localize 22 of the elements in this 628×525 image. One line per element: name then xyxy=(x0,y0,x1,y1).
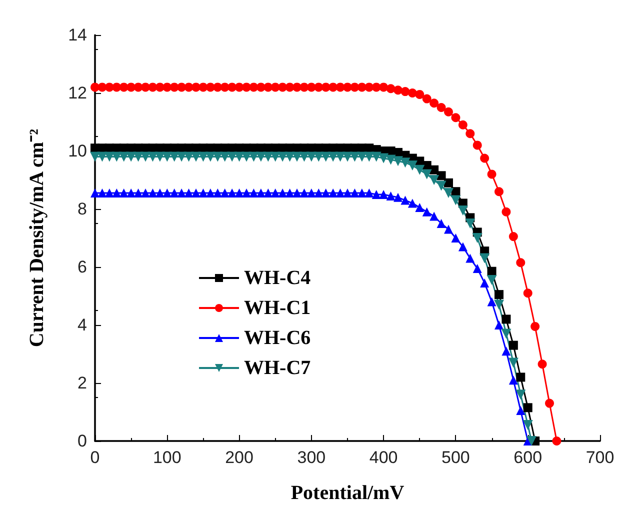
legend-label: WH-C7 xyxy=(244,357,311,379)
y-tick-label: 8 xyxy=(78,200,87,218)
legend-label: WH-C1 xyxy=(244,297,311,319)
x-tick-label: 600 xyxy=(514,448,542,467)
legend-label: WH-C6 xyxy=(244,327,311,349)
x-tick-label: 0 xyxy=(90,448,100,467)
y-tick-label: 14 xyxy=(68,26,87,44)
legend-label: WH-C4 xyxy=(244,267,311,289)
y-axis-title: Current Density/mA cm⁻² xyxy=(26,128,48,348)
x-axis-title: Potential/mV xyxy=(290,482,405,504)
y-tick-label: 10 xyxy=(68,142,87,160)
x-tick-label: 400 xyxy=(369,448,398,467)
x-tick-label: 200 xyxy=(225,448,254,467)
y-tick-label: 0 xyxy=(78,432,87,450)
x-tick-label: 500 xyxy=(442,448,470,467)
y-tick-label: 6 xyxy=(78,258,87,276)
y-tick-label: 4 xyxy=(78,316,87,334)
y-tick-label: 2 xyxy=(78,374,87,392)
y-tick-label: 12 xyxy=(68,84,87,102)
x-tick-label: 300 xyxy=(297,448,326,467)
x-tick-label: 700 xyxy=(586,448,614,467)
x-tick-label: 100 xyxy=(152,448,182,467)
